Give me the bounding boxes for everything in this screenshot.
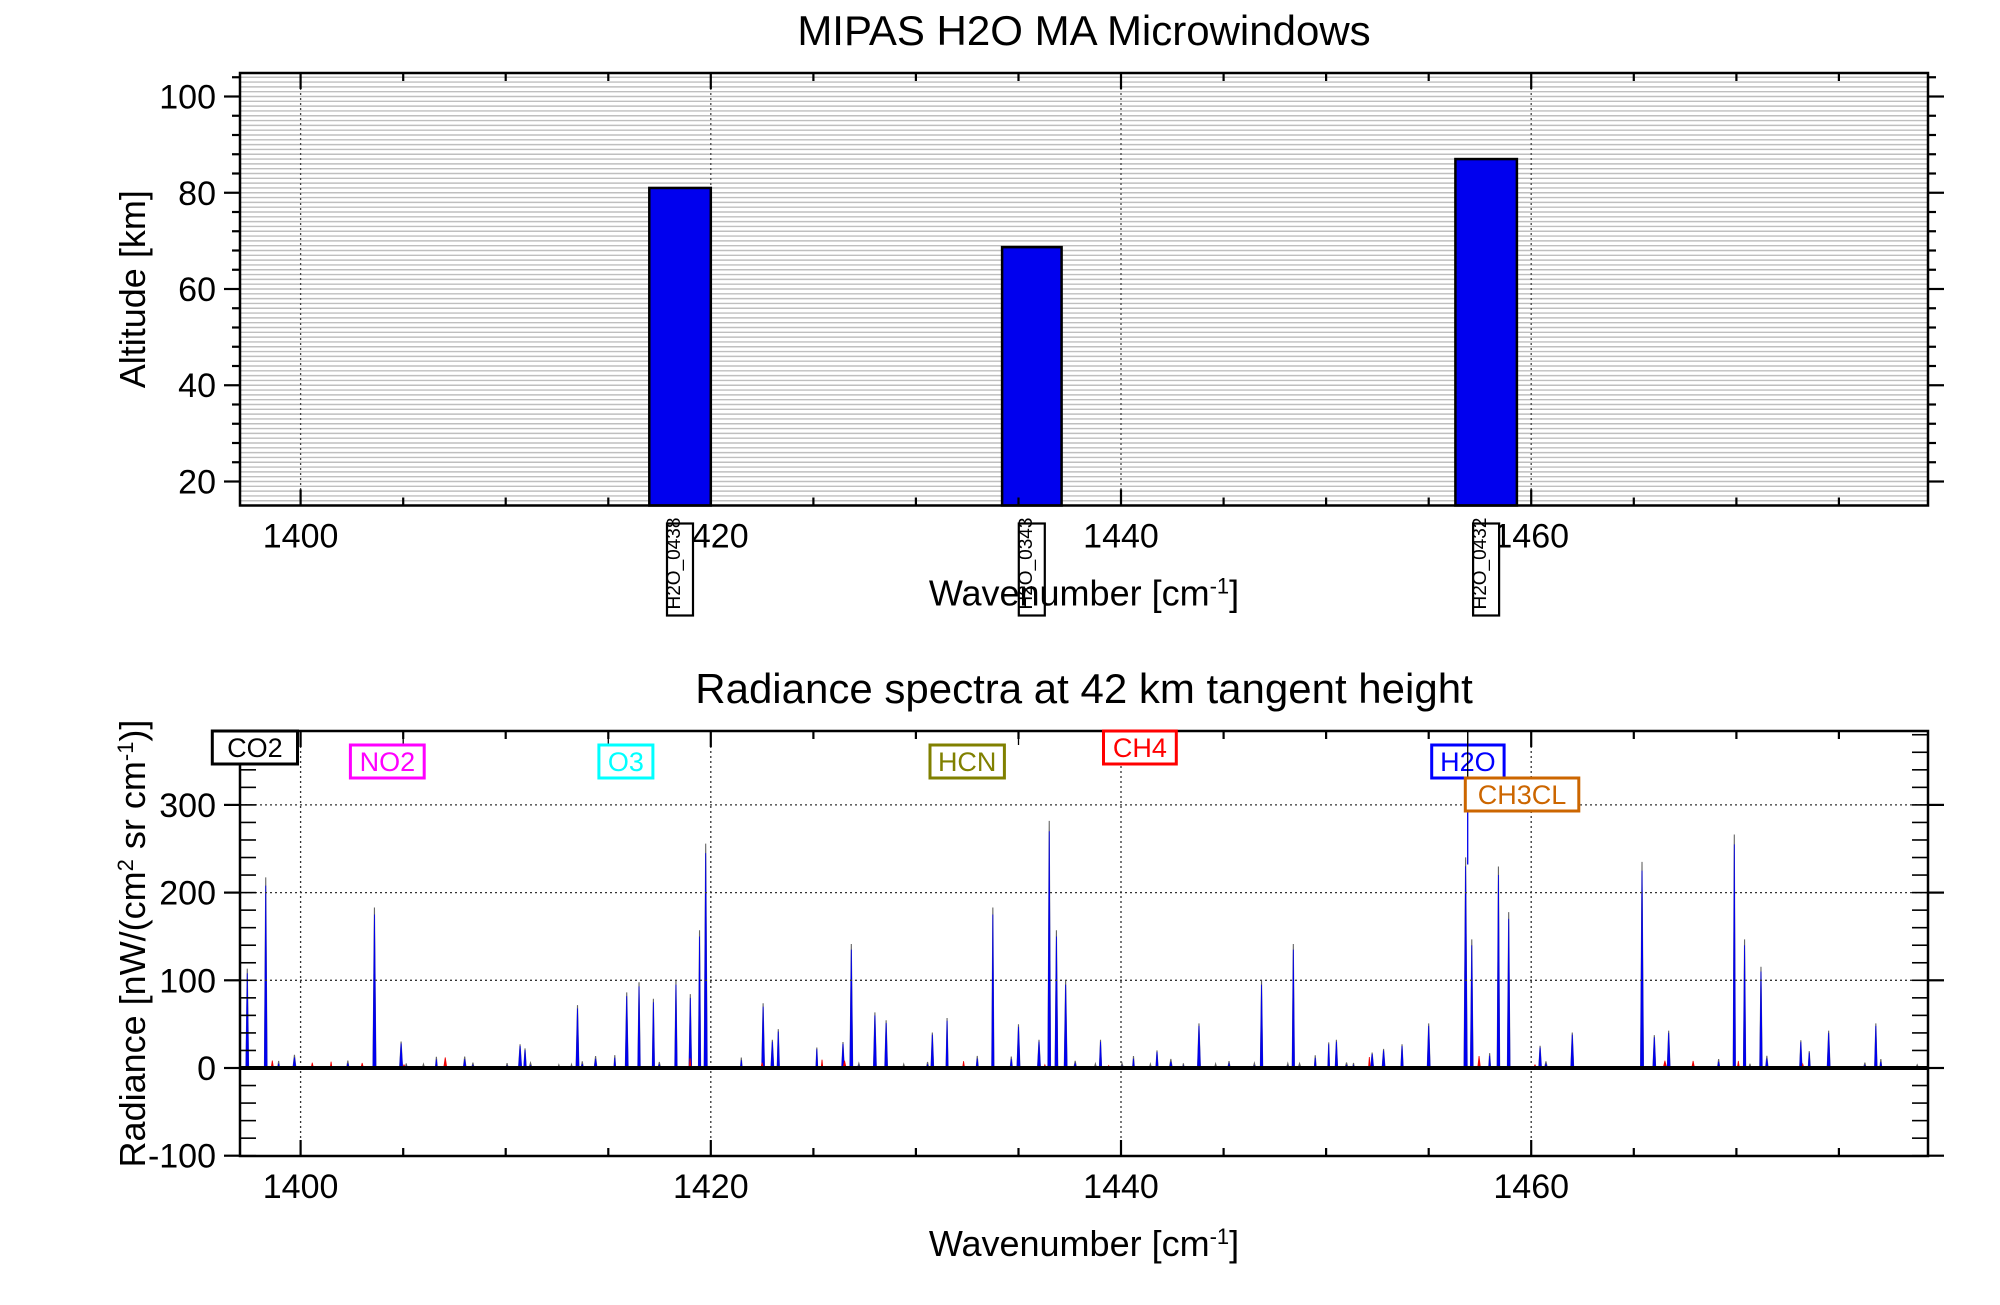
svg-text:1440: 1440 <box>1083 518 1159 556</box>
svg-text:60: 60 <box>178 271 216 309</box>
svg-text:1440: 1440 <box>1083 1168 1159 1206</box>
svg-text:-100: -100 <box>148 1138 216 1176</box>
svg-text:1400: 1400 <box>263 518 339 556</box>
svg-text:Radiance [nW/(cm2 sr cm-1)]: Radiance [nW/(cm2 sr cm-1)] <box>112 720 153 1168</box>
svg-text:300: 300 <box>159 787 216 825</box>
svg-text:H2O_0438: H2O_0438 <box>664 518 685 610</box>
svg-text:40: 40 <box>178 367 216 405</box>
svg-text:Wavenumber [cm-1]: Wavenumber [cm-1] <box>929 573 1239 614</box>
svg-text:1460: 1460 <box>1493 1168 1569 1206</box>
svg-text:CH3CL: CH3CL <box>1478 780 1567 810</box>
svg-text:Altitude [km]: Altitude [km] <box>112 190 153 388</box>
svg-text:100: 100 <box>159 79 216 117</box>
svg-text:O3: O3 <box>608 747 644 777</box>
svg-text:NO2: NO2 <box>360 747 416 777</box>
svg-text:CH4: CH4 <box>1113 733 1167 763</box>
svg-text:1400: 1400 <box>263 1168 339 1206</box>
svg-text:0: 0 <box>197 1050 216 1088</box>
svg-text:80: 80 <box>178 175 216 213</box>
svg-text:Radiance spectra at 42 km tang: Radiance spectra at 42 km tangent height <box>695 665 1473 712</box>
svg-text:HCN: HCN <box>938 747 997 777</box>
svg-text:Wavenumber [cm-1]: Wavenumber [cm-1] <box>929 1223 1239 1264</box>
svg-text:MIPAS H2O MA Microwindows: MIPAS H2O MA Microwindows <box>797 7 1370 54</box>
svg-text:CO2: CO2 <box>227 733 283 763</box>
svg-text:100: 100 <box>159 962 216 1000</box>
svg-text:20: 20 <box>178 464 216 502</box>
svg-text:1460: 1460 <box>1493 518 1569 556</box>
svg-text:200: 200 <box>159 875 216 913</box>
svg-text:H2O_0432: H2O_0432 <box>1470 518 1491 610</box>
svg-text:1420: 1420 <box>673 1168 749 1206</box>
